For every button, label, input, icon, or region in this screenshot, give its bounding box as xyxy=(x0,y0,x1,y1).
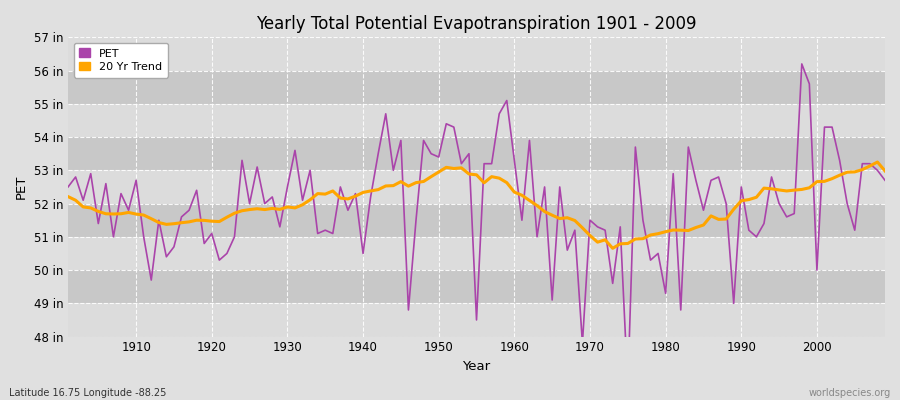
Bar xyxy=(68,170,885,204)
Text: Latitude 16.75 Longitude -88.25: Latitude 16.75 Longitude -88.25 xyxy=(9,388,166,398)
Bar xyxy=(68,137,885,170)
Bar xyxy=(68,237,885,270)
Bar xyxy=(68,70,885,104)
Text: worldspecies.org: worldspecies.org xyxy=(809,388,891,398)
Bar xyxy=(68,270,885,303)
X-axis label: Year: Year xyxy=(463,360,491,373)
Y-axis label: PET: PET xyxy=(15,175,28,199)
Legend: PET, 20 Yr Trend: PET, 20 Yr Trend xyxy=(74,43,167,78)
Bar xyxy=(68,204,885,237)
Bar xyxy=(68,303,885,336)
Title: Yearly Total Potential Evapotranspiration 1901 - 2009: Yearly Total Potential Evapotranspiratio… xyxy=(256,15,697,33)
Bar xyxy=(68,104,885,137)
Bar xyxy=(68,37,885,70)
